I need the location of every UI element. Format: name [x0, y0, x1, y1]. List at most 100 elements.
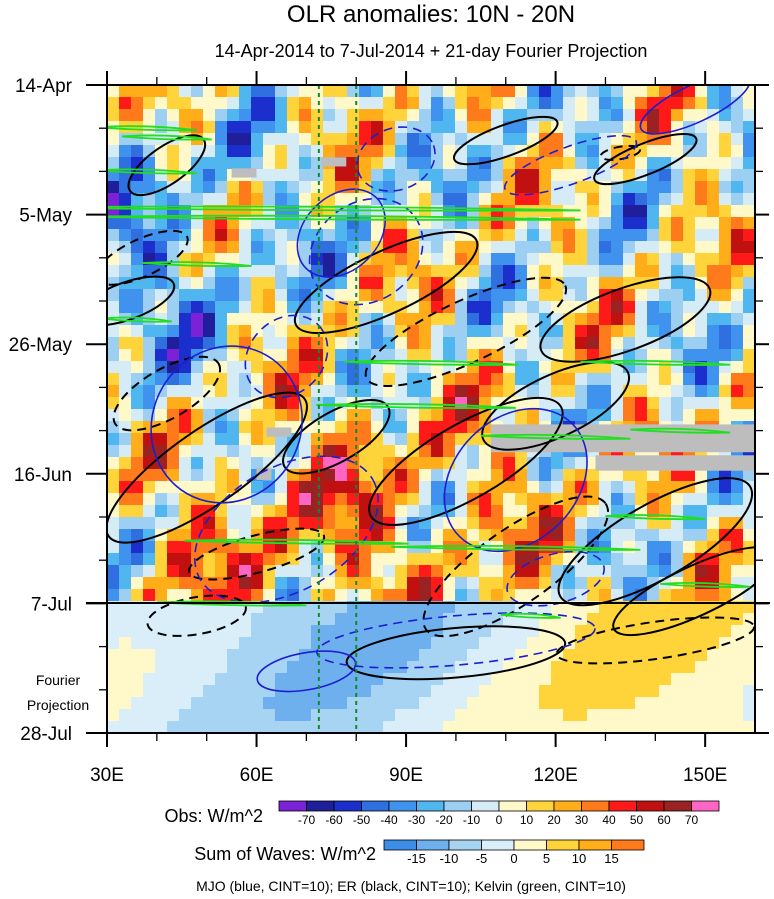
field-cell [275, 373, 288, 386]
field-cell [443, 637, 456, 650]
field-cell [599, 637, 612, 650]
field-cell [443, 97, 456, 110]
field-cell [515, 265, 528, 278]
field-cell [431, 97, 444, 110]
field-cell [443, 553, 456, 566]
field-cell [731, 373, 744, 386]
field-cell [515, 301, 528, 314]
field-cell [107, 325, 120, 338]
field-cell [731, 157, 744, 170]
field-cell [587, 181, 600, 194]
field-cell [527, 145, 540, 158]
field-cell [383, 625, 396, 638]
field-cell [335, 697, 348, 710]
field-cell [743, 397, 755, 410]
field-cell [563, 721, 576, 733]
field-cell [359, 493, 372, 506]
field-cell [311, 613, 324, 626]
field-cell [107, 181, 120, 194]
field-cell [251, 97, 264, 110]
field-cell [383, 193, 396, 206]
field-cell [191, 709, 204, 722]
field-cell [395, 565, 408, 578]
field-cell [251, 685, 264, 698]
field-cell [599, 325, 612, 338]
field-cell [647, 673, 660, 686]
field-cell [719, 721, 732, 733]
field-cell [203, 169, 216, 182]
field-cell [239, 373, 252, 386]
field-cell [491, 589, 504, 602]
field-cell [311, 601, 324, 614]
field-cell [467, 109, 480, 122]
field-cell [203, 697, 216, 710]
field-cell [407, 121, 420, 134]
field-cell [599, 265, 612, 278]
field-cell [479, 601, 492, 614]
field-cell [179, 301, 192, 314]
field-cell [179, 625, 192, 638]
field-cell [611, 289, 624, 302]
field-cell [143, 85, 156, 98]
field-cell [275, 661, 288, 674]
colorbar-level-label: 5 [543, 851, 550, 866]
field-cell [191, 373, 204, 386]
field-cell [263, 277, 276, 290]
field-cell [359, 577, 372, 590]
field-cell [227, 289, 240, 302]
field-cell [659, 205, 672, 218]
field-cell [671, 361, 684, 374]
field-cell [215, 289, 228, 302]
field-cell [395, 637, 408, 650]
field-cell [491, 457, 504, 470]
field-cell [503, 241, 516, 254]
field-cell [311, 505, 324, 518]
field-cell [119, 445, 132, 458]
field-cell [299, 577, 312, 590]
field-cell [503, 289, 516, 302]
field-cell [635, 337, 648, 350]
field-cell [299, 85, 312, 98]
field-cell [527, 721, 540, 733]
field-cell [191, 145, 204, 158]
field-cell [467, 481, 480, 494]
field-cell [335, 541, 348, 554]
field-cell [443, 709, 456, 722]
field-cell [275, 565, 288, 578]
field-cell [359, 601, 372, 614]
field-cell [143, 721, 156, 733]
field-cell [671, 97, 684, 110]
field-cell [719, 673, 732, 686]
field-cell [383, 493, 396, 506]
field-cell [611, 685, 624, 698]
field-cell [479, 445, 492, 458]
field-cell [215, 613, 228, 626]
field-cell [563, 313, 576, 326]
field-cell [419, 493, 432, 506]
field-cell [623, 709, 636, 722]
field-cell [695, 685, 708, 698]
field-cell [383, 565, 396, 578]
field-cell [359, 625, 372, 638]
field-cell [227, 685, 240, 698]
field-cell [119, 133, 132, 146]
field-cell [611, 241, 624, 254]
field-cell [599, 241, 612, 254]
field-cell [287, 277, 300, 290]
field-cell [707, 277, 720, 290]
field-cell [107, 193, 120, 206]
colorbar-level-label: -70 [298, 813, 316, 827]
field-cell [299, 289, 312, 302]
field-cell [659, 337, 672, 350]
field-cell [347, 277, 360, 290]
field-cell [539, 277, 552, 290]
field-cell [479, 385, 492, 398]
field-cell [395, 145, 408, 158]
field-cell [407, 169, 420, 182]
field-cell [299, 697, 312, 710]
field-cell [563, 529, 576, 542]
field-cell [671, 265, 684, 278]
field-cell [227, 541, 240, 554]
field-cell [491, 373, 504, 386]
field-cell [419, 241, 432, 254]
